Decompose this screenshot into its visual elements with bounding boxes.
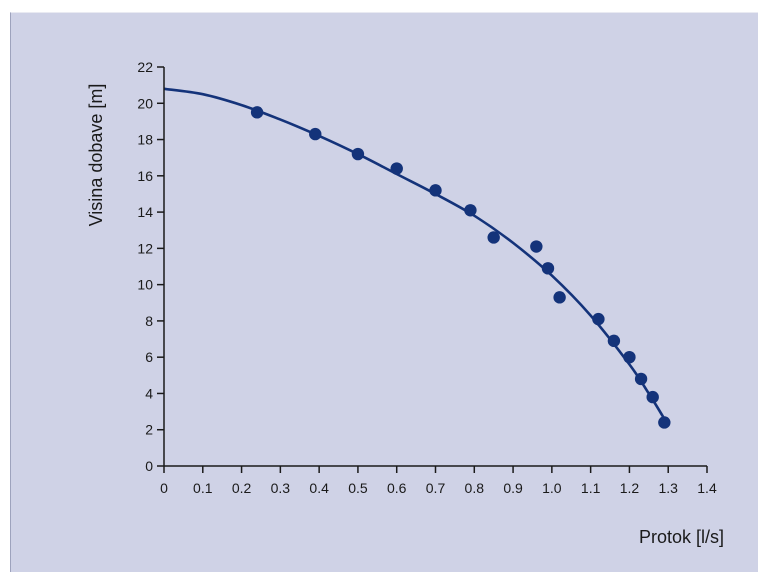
data-point [351,147,365,161]
x-tick-label: 0.2 [232,480,252,496]
chart-background-panel [10,12,758,572]
y-tick-label: 14 [137,204,153,220]
y-tick-label: 2 [145,422,153,438]
x-tick-label: 0.7 [426,480,446,496]
x-tick-label: 1.0 [542,480,562,496]
data-points [250,106,671,429]
x-tick-label: 0.3 [271,480,291,496]
y-tick-label: 12 [137,240,153,256]
data-point [541,262,555,275]
x-tick-label: 0.4 [309,480,329,496]
x-tick-label: 0.6 [387,480,407,496]
y-tick-label: 0 [145,458,153,474]
fit-curve-group [163,87,666,420]
x-axis-title: Protok [l/s] [639,527,724,547]
data-point [623,350,636,364]
data-point [634,372,648,386]
y-tick-label: 20 [137,95,153,111]
x-axis-ticks: 0 0.1 0.2 0.3 0.4 0.5 0.6 0.7 0.8 0.9 1.0 1.1 1.2 1.3… [160,466,717,496]
data-point [646,390,659,404]
y-tick-label: 4 [145,385,153,401]
data-point [309,127,322,141]
data-point [429,184,442,197]
y-tick-label: 8 [145,313,153,329]
data-point [592,312,605,326]
x-tick-label: 0.8 [465,480,485,496]
data-point [487,231,500,244]
data-point [553,291,566,304]
data-point [607,334,621,348]
y-tick-label: 22 [137,59,153,75]
x-tick-label: 1.2 [620,480,640,496]
y-tick-label: 6 [145,349,153,365]
data-point [390,162,403,175]
y-tick-label: 10 [137,277,153,293]
fit-curve [163,87,666,420]
data-point [658,416,671,429]
x-tick-label: 0.1 [193,480,213,496]
data-point [464,204,477,217]
x-tick-label: 0.9 [503,480,523,496]
x-tick-label: 1.4 [697,480,717,496]
data-point [530,240,543,253]
y-axis-title: Visina dobave [m] [86,84,106,227]
y-axis-ticks: 0 2 4 6 8 10 12 14 16 18 20 22 [137,59,164,474]
x-tick-label: 1.3 [658,480,678,496]
data-point [250,106,264,119]
x-tick-label: 0.5 [348,480,368,496]
x-tick-label: 0 [160,480,168,496]
x-tick-label: 1.1 [581,480,601,496]
y-tick-label: 16 [137,168,153,184]
y-tick-label: 18 [137,132,153,148]
